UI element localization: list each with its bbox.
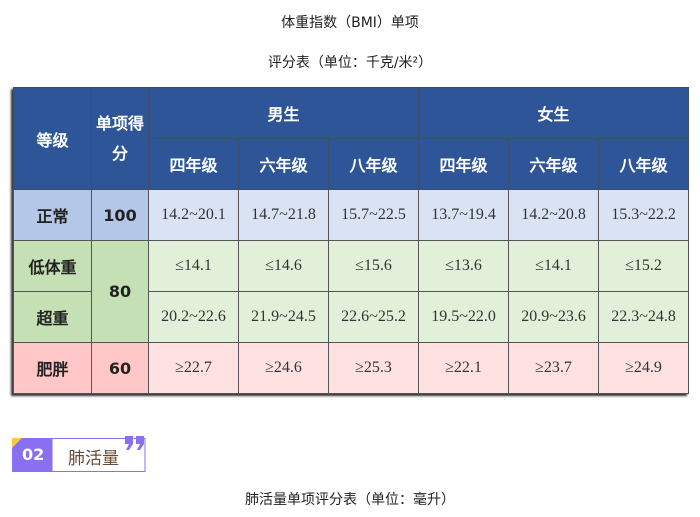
value-cell: ≥24.9 xyxy=(598,342,690,394)
value-cell: 22.3~24.8 xyxy=(598,291,690,343)
value-cell: 20.2~22.6 xyxy=(148,291,239,343)
score: 60 xyxy=(91,342,149,394)
section-title: 肺活量 xyxy=(68,449,119,469)
header-grade-4: 六年级 xyxy=(508,138,600,190)
value-cell: 20.9~23.6 xyxy=(508,291,600,343)
section-header: 02 肺活量 xyxy=(12,436,147,478)
value-cell: ≤15.6 xyxy=(327,240,420,292)
score: 80 xyxy=(91,240,149,343)
value-cell: ≤13.6 xyxy=(418,240,510,292)
row-label: 超重 xyxy=(13,291,92,343)
header-grade: 等级 xyxy=(13,87,92,190)
header-grade-1: 六年级 xyxy=(238,138,329,190)
value-cell: 21.9~24.5 xyxy=(238,291,329,343)
value-cell: ≤14.1 xyxy=(508,240,600,292)
table-subtitle: 评分表（单位：千克/米²） xyxy=(267,55,433,71)
value-cell: 15.3~22.2 xyxy=(598,189,690,241)
quote-icon xyxy=(125,436,144,450)
table-title: 体重指数（BMI）单项 xyxy=(281,15,419,31)
bmi-table: 等级 单项得分 男生 女生 四年级 六年级 八年级 四年级 六年级 八年级 正常 100 14… xyxy=(13,87,690,394)
value-cell: ≤15.2 xyxy=(598,240,690,292)
value-cell: 13.7~19.4 xyxy=(418,189,510,241)
value-cell: ≤14.1 xyxy=(148,240,239,292)
row-label: 肥胖 xyxy=(13,342,92,394)
row-label: 正常 xyxy=(13,189,92,241)
value-cell: 22.6~25.2 xyxy=(327,291,420,343)
section-number: 02 xyxy=(22,445,45,464)
value-cell: ≥22.1 xyxy=(418,342,510,394)
value-cell: ≥25.3 xyxy=(327,342,420,394)
value-cell: ≥24.6 xyxy=(238,342,329,394)
caption: 肺活量单项评分表（单位：毫升） xyxy=(245,492,455,508)
header-grade-5: 八年级 xyxy=(598,138,690,190)
header-grade-0: 四年级 xyxy=(148,138,239,190)
header-score: 单项得分 xyxy=(91,87,149,190)
value-cell: ≥22.7 xyxy=(148,342,239,394)
header-boys: 男生 xyxy=(147,87,420,139)
value-cell: ≤14.6 xyxy=(238,240,329,292)
row-label: 低体重 xyxy=(13,240,92,292)
section-badge xyxy=(12,436,146,472)
value-cell: 15.7~22.5 xyxy=(327,189,420,241)
header-grade-2: 八年级 xyxy=(327,138,420,190)
header-girls: 女生 xyxy=(418,87,690,139)
score: 100 xyxy=(91,189,149,241)
value-cell: ≥23.7 xyxy=(508,342,600,394)
value-cell: 14.2~20.1 xyxy=(148,189,239,241)
value-cell: 14.2~20.8 xyxy=(508,189,600,241)
value-cell: 14.7~21.8 xyxy=(238,189,329,241)
value-cell: 19.5~22.0 xyxy=(418,291,510,343)
header-grade-3: 四年级 xyxy=(418,138,510,190)
